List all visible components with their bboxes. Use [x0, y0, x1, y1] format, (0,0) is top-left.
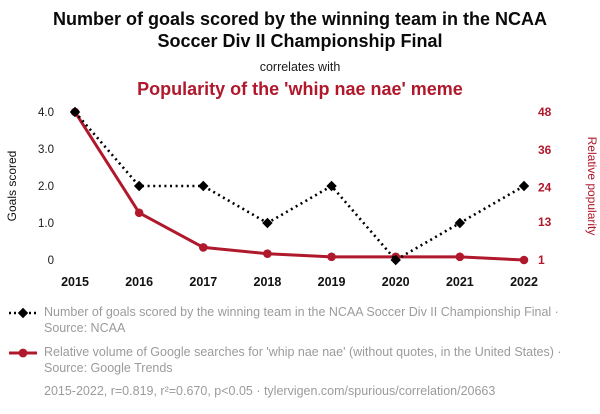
goals-point	[69, 106, 81, 118]
right-tick-label: 48	[538, 105, 552, 119]
right-tick-label: 24	[538, 180, 552, 194]
right-axis-label: Relative popularity	[585, 137, 599, 236]
popularity-series-marker-icon	[8, 344, 38, 365]
popularity-line	[73, 111, 525, 262]
popularity-point	[134, 208, 144, 217]
goals-series-marker-icon	[8, 304, 38, 325]
x-tick-label: 2019	[318, 275, 346, 289]
goals-point	[454, 217, 466, 229]
popularity-point	[455, 252, 465, 262]
legend-label-popularity: Relative volume of Google searches for '…	[44, 344, 562, 376]
goals-point	[198, 180, 209, 192]
x-tick-label: 2017	[189, 275, 217, 289]
legend: Number of goals scored by the winning te…	[0, 304, 600, 377]
correlates-with-label: correlates with	[259, 59, 341, 74]
left-tick-label: 2.0	[38, 181, 54, 193]
header: Number of goals scored by the winning te…	[0, 0, 600, 100]
left-axis-label: Goals scored	[5, 151, 19, 222]
legend-label-goals: Number of goals scored by the winning te…	[44, 304, 559, 336]
right-tick-label: 13	[538, 215, 552, 229]
x-tick-label: 2021	[446, 275, 474, 289]
page-title: Number of goals scored by the winning te…	[52, 9, 548, 51]
legend-item-popularity: Relative volume of Google searches for '…	[8, 344, 590, 377]
goals-point	[133, 180, 145, 192]
stats-and-source-line: 2015-2022, r=0.819, r²=0.670, p<0.05 · t…	[44, 383, 496, 398]
goals-point	[262, 217, 273, 229]
x-tick-label: 2022	[510, 275, 538, 289]
x-tick-label: 2018	[254, 275, 282, 289]
legend-item-goals: Number of goals scored by the winning te…	[8, 304, 590, 337]
left-tick-label: 3.0	[38, 144, 54, 156]
x-tick-label: 2020	[382, 275, 410, 289]
left-tick-label: 4.0	[38, 107, 54, 119]
popularity-point	[198, 243, 208, 252]
x-tick-label: 2015	[61, 275, 89, 289]
dual-axis-line-chart: 0 1.0 2.0 3.0 4.0 1 13 24 36 48 2015 2016 2017 2018 20…	[5, 105, 599, 289]
page-subtitle: Popularity of the 'whip nae nae' meme	[137, 78, 463, 99]
goals-point	[518, 180, 530, 192]
right-tick-label: 36	[538, 143, 552, 157]
left-tick-label: 1.0	[38, 218, 54, 230]
left-tick-label: 0	[48, 255, 54, 267]
x-tick-label: 2016	[125, 275, 153, 289]
popularity-point	[519, 255, 529, 265]
right-tick-label: 1	[538, 253, 545, 267]
popularity-point	[327, 252, 336, 262]
popularity-point	[263, 249, 272, 258]
